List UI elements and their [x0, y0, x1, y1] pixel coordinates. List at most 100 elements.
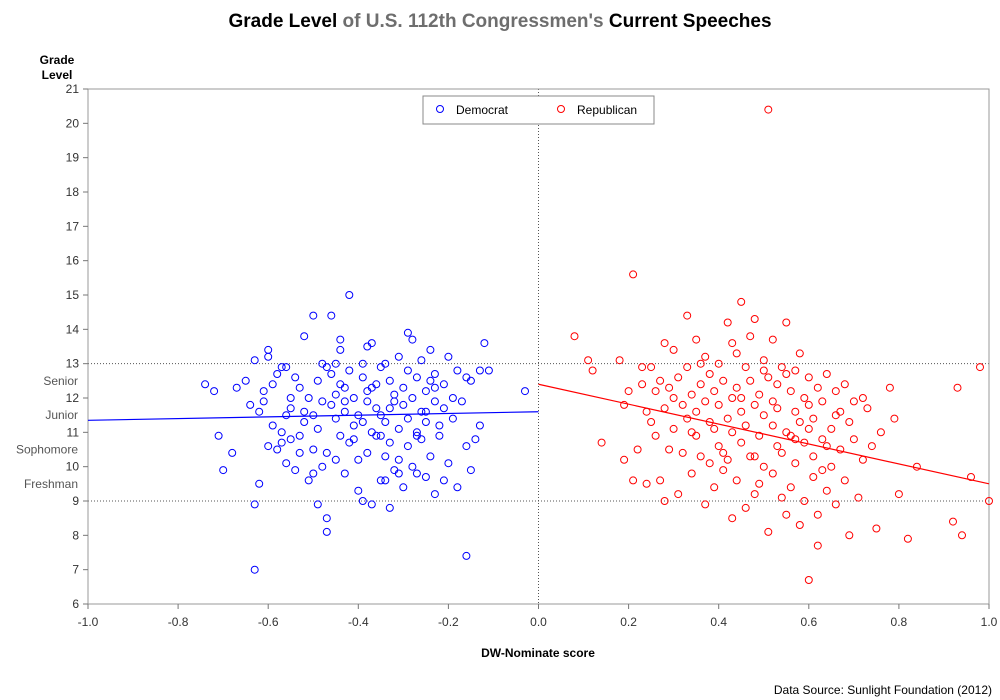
- point-republican: [656, 376, 665, 385]
- point-republican: [669, 345, 678, 354]
- point-democrat: [430, 370, 439, 378]
- point-democrat: [246, 400, 255, 409]
- point-republican: [773, 404, 782, 413]
- point-republican: [728, 339, 737, 348]
- point-republican: [831, 387, 840, 396]
- point-democrat: [331, 455, 340, 464]
- legend: Democrat Republican: [422, 95, 655, 125]
- point-democrat: [354, 411, 363, 420]
- point-republican: [692, 407, 701, 416]
- point-republican: [804, 424, 813, 433]
- point-republican: [719, 376, 728, 385]
- point-democrat: [345, 291, 354, 299]
- point-democrat: [228, 448, 237, 457]
- point-republican: [714, 359, 723, 368]
- point-republican: [845, 418, 854, 426]
- point-republican: [692, 431, 701, 440]
- point-democrat: [309, 469, 318, 478]
- x-tick-label: 0.6: [800, 615, 817, 629]
- point-republican: [647, 418, 656, 426]
- point-democrat: [273, 370, 282, 378]
- point-republican: [809, 414, 818, 423]
- point-republican: [750, 315, 759, 323]
- point-republican: [692, 335, 701, 344]
- point-democrat: [399, 383, 408, 392]
- point-democrat: [403, 442, 412, 451]
- point-republican: [638, 380, 647, 389]
- point-democrat: [403, 328, 412, 337]
- point-democrat: [286, 435, 295, 444]
- point-democrat: [430, 397, 439, 406]
- point-democrat: [381, 418, 390, 426]
- point-democrat: [372, 431, 381, 440]
- point-republican: [782, 318, 791, 327]
- point-democrat: [322, 448, 331, 457]
- point-republican: [719, 448, 728, 457]
- point-republican: [863, 404, 872, 413]
- point-republican: [786, 387, 795, 396]
- point-democrat: [336, 431, 345, 440]
- point-democrat: [250, 565, 259, 574]
- y-tick-label: 7: [72, 563, 79, 577]
- legend-marker-democrat: [436, 105, 444, 113]
- point-democrat: [201, 380, 210, 389]
- point-democrat: [282, 459, 291, 468]
- point-democrat: [412, 431, 421, 440]
- point-republican: [710, 424, 719, 433]
- point-democrat: [277, 428, 286, 437]
- point-democrat: [466, 376, 475, 385]
- point-democrat: [376, 411, 385, 420]
- point-republican: [985, 497, 993, 505]
- point-republican: [827, 462, 836, 471]
- point-democrat: [309, 445, 318, 454]
- y-tick-label: 13: [66, 357, 80, 371]
- point-democrat: [210, 387, 219, 396]
- point-republican: [768, 469, 777, 478]
- point-republican: [660, 497, 669, 505]
- y-tick-label: 21: [66, 82, 80, 96]
- point-republican: [660, 404, 669, 413]
- point-republican: [759, 462, 768, 471]
- point-democrat: [291, 373, 300, 382]
- point-republican: [818, 466, 827, 475]
- point-democrat: [426, 376, 435, 385]
- point-democrat: [376, 431, 385, 440]
- legend-label-republican: Republican: [577, 103, 637, 117]
- title-part-2: Current Speeches: [609, 11, 772, 32]
- y-axis-title-line-2: Level: [42, 68, 73, 82]
- point-democrat: [327, 400, 336, 409]
- point-democrat: [421, 407, 430, 416]
- y-tick-label: 19: [66, 151, 80, 165]
- point-republican: [768, 335, 777, 344]
- point-democrat: [331, 414, 340, 423]
- point-democrat: [241, 376, 250, 385]
- point-democrat: [354, 455, 363, 464]
- point-republican: [759, 411, 768, 420]
- class-label-freshman: Freshman: [24, 477, 78, 491]
- y-tick-label: 10: [66, 460, 80, 474]
- point-democrat: [300, 332, 309, 341]
- point-republican: [795, 521, 804, 529]
- point-democrat: [435, 421, 444, 430]
- data-source-note: Data Source: Sunlight Foundation (2012): [774, 683, 992, 697]
- point-republican: [701, 397, 710, 406]
- point-democrat: [277, 363, 286, 372]
- point-republican: [696, 380, 705, 389]
- point-republican: [867, 442, 876, 451]
- point-republican: [791, 459, 800, 468]
- point-republican: [584, 356, 593, 365]
- point-democrat: [426, 345, 435, 354]
- point-democrat: [304, 476, 313, 485]
- point-democrat: [286, 404, 295, 413]
- point-republican: [836, 445, 845, 454]
- point-democrat: [385, 438, 394, 447]
- point-democrat: [336, 335, 345, 344]
- point-republican: [818, 435, 827, 444]
- point-democrat: [367, 383, 376, 392]
- point-republican: [750, 400, 759, 409]
- point-democrat: [453, 366, 462, 375]
- point-republican: [791, 435, 800, 444]
- data-points: [201, 105, 993, 584]
- point-republican: [588, 366, 597, 375]
- point-republican: [701, 500, 710, 509]
